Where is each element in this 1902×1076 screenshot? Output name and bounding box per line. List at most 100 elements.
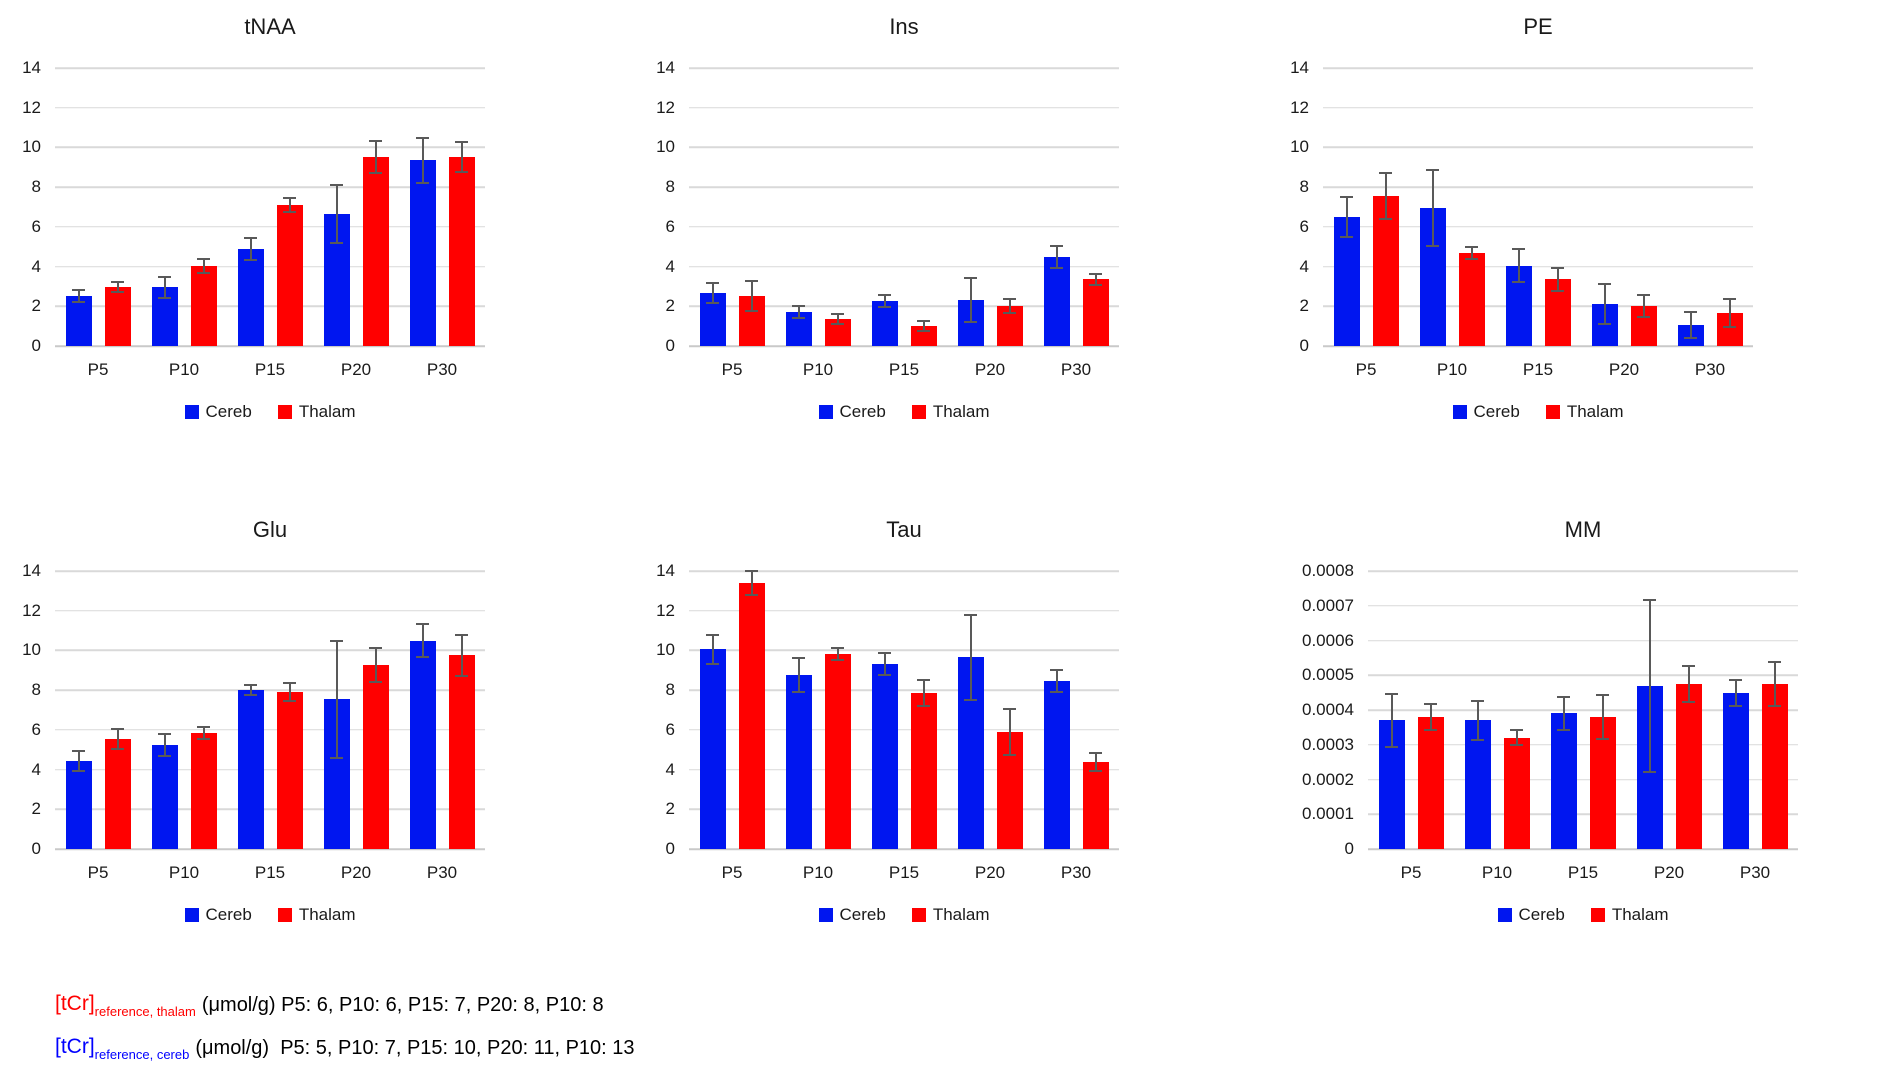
error-bar-cap [831,659,844,662]
bar-thalam-p5 [1417,716,1444,849]
error-bar-cap [416,136,429,139]
error-bar-cap [1003,312,1016,315]
y-tick-label: 12 [656,600,675,620]
error-bar-cap [964,613,977,616]
error-bar [202,257,205,274]
error-bar-cap [1557,728,1570,731]
y-tick-label: 0 [665,336,675,355]
error-bar-cap [964,277,977,280]
bar-cereb-p30 [1722,692,1749,849]
error-bar-cap [745,593,758,596]
error-bar [1603,283,1606,326]
x-axis: P5 P10 P15 P20 P30 [55,346,485,386]
gridline [1323,146,1753,149]
bar-thalam-p5 [104,738,131,849]
error-bar [1642,294,1645,319]
error-bar [116,727,119,750]
y-tick-label: 4 [31,256,41,276]
error-bar-cap [244,236,257,239]
y-axis: 14 12 10 8 6 4 2 0 [0,561,55,858]
bar-thalam-p5 [1372,196,1399,346]
error-bar-cap [283,197,296,200]
error-bar-cap [1089,284,1102,287]
y-tick-label: 0.0007 [1302,595,1354,615]
error-bar-cap [878,306,891,309]
error-bar [797,305,800,320]
error-bar-cap [1596,694,1609,697]
bar-thalam-p10 [1503,737,1530,849]
gridline [1323,106,1753,109]
tcr-reference-footnotes: [tCr]reference, thalam (μmol/g) P5: 6, P… [55,984,1902,1070]
y-tick-label: 14 [656,58,675,77]
y-tick-label: 8 [31,177,41,197]
error-bar-cap [706,282,719,285]
gridline [689,146,1119,149]
error-bar [1689,311,1692,340]
x-axis: P5 P10 P15 P20 P30 [55,849,485,889]
error-bar-cap [1682,664,1695,667]
y-tick-label: 12 [1290,97,1309,117]
error-bar [77,749,80,772]
y-tick-label: 8 [31,680,41,700]
gridline [1323,226,1753,228]
gridline [689,729,1119,731]
bar-cereb-p5 [65,760,92,849]
error-bar [249,236,252,261]
bar-cereb-p5 [699,649,726,849]
error-bar-cap [1643,770,1656,773]
gridline [55,146,485,149]
error-bar-cap [831,323,844,326]
error-bar [335,184,338,244]
error-bar-cap [1512,247,1525,250]
y-tick-label: 2 [665,296,675,316]
bar-thalam-p15 [276,692,303,849]
bar-thalam-p5 [738,582,765,849]
x-tick-label: P15 [1567,863,1599,882]
legend-item-thalam: Thalam [277,905,356,925]
legend: Cereb Thalam [55,905,485,925]
plot-area [689,67,1119,347]
error-bar [335,639,338,759]
y-axis: 14 12 10 8 6 4 2 0 [634,58,689,355]
y-tick-label: 4 [665,256,675,276]
error-bar [1390,692,1393,749]
gridline [1323,265,1753,268]
gridline [1368,709,1798,711]
bar-thalam-p10 [824,654,851,849]
x-tick-label: P10 [802,863,834,882]
x-tick-label: P5 [87,863,109,882]
error-bar-cap [917,330,930,333]
bar-thalam-p5 [104,287,131,346]
x-tick-label: P15 [254,863,286,882]
error-bar-cap [72,289,85,292]
error-bar-cap [197,725,210,728]
bar-thalam-p20 [362,157,389,346]
legend-label: Cereb [839,905,886,924]
y-tick-label: 0.0002 [1302,769,1354,789]
gridline [1323,67,1753,69]
gridline [1368,570,1798,572]
y-tick-label: 12 [22,97,41,117]
error-bar-cap [964,699,977,702]
error-bar-cap [158,754,171,757]
legend-swatch-cereb-icon [184,405,199,419]
error-bar [77,289,80,304]
error-bar-cap [1557,696,1570,699]
error-bar-cap [1424,703,1437,706]
y-tick-label: 6 [1299,216,1309,236]
x-tick-label: P30 [1694,360,1726,379]
error-bar-cap [72,749,85,752]
bar-thalam-p30 [1761,683,1788,849]
gridline [689,226,1119,228]
bar-cereb-p15 [871,301,898,346]
tcr-label-cereb: [tCr]reference, cereb [55,1035,190,1062]
plot-area [55,570,485,850]
x-tick-label: P5 [721,360,743,379]
chart-mm: MM 0.0008 0.0007 0.0006 0.0005 0.0004 0.0003 0… [1268,455,1902,940]
legend-swatch-thalam-icon [1590,908,1605,922]
error-bar-cap [745,310,758,313]
error-bar-cap [1426,169,1439,172]
error-bar [1734,678,1737,707]
error-bar-cap [1637,294,1650,297]
